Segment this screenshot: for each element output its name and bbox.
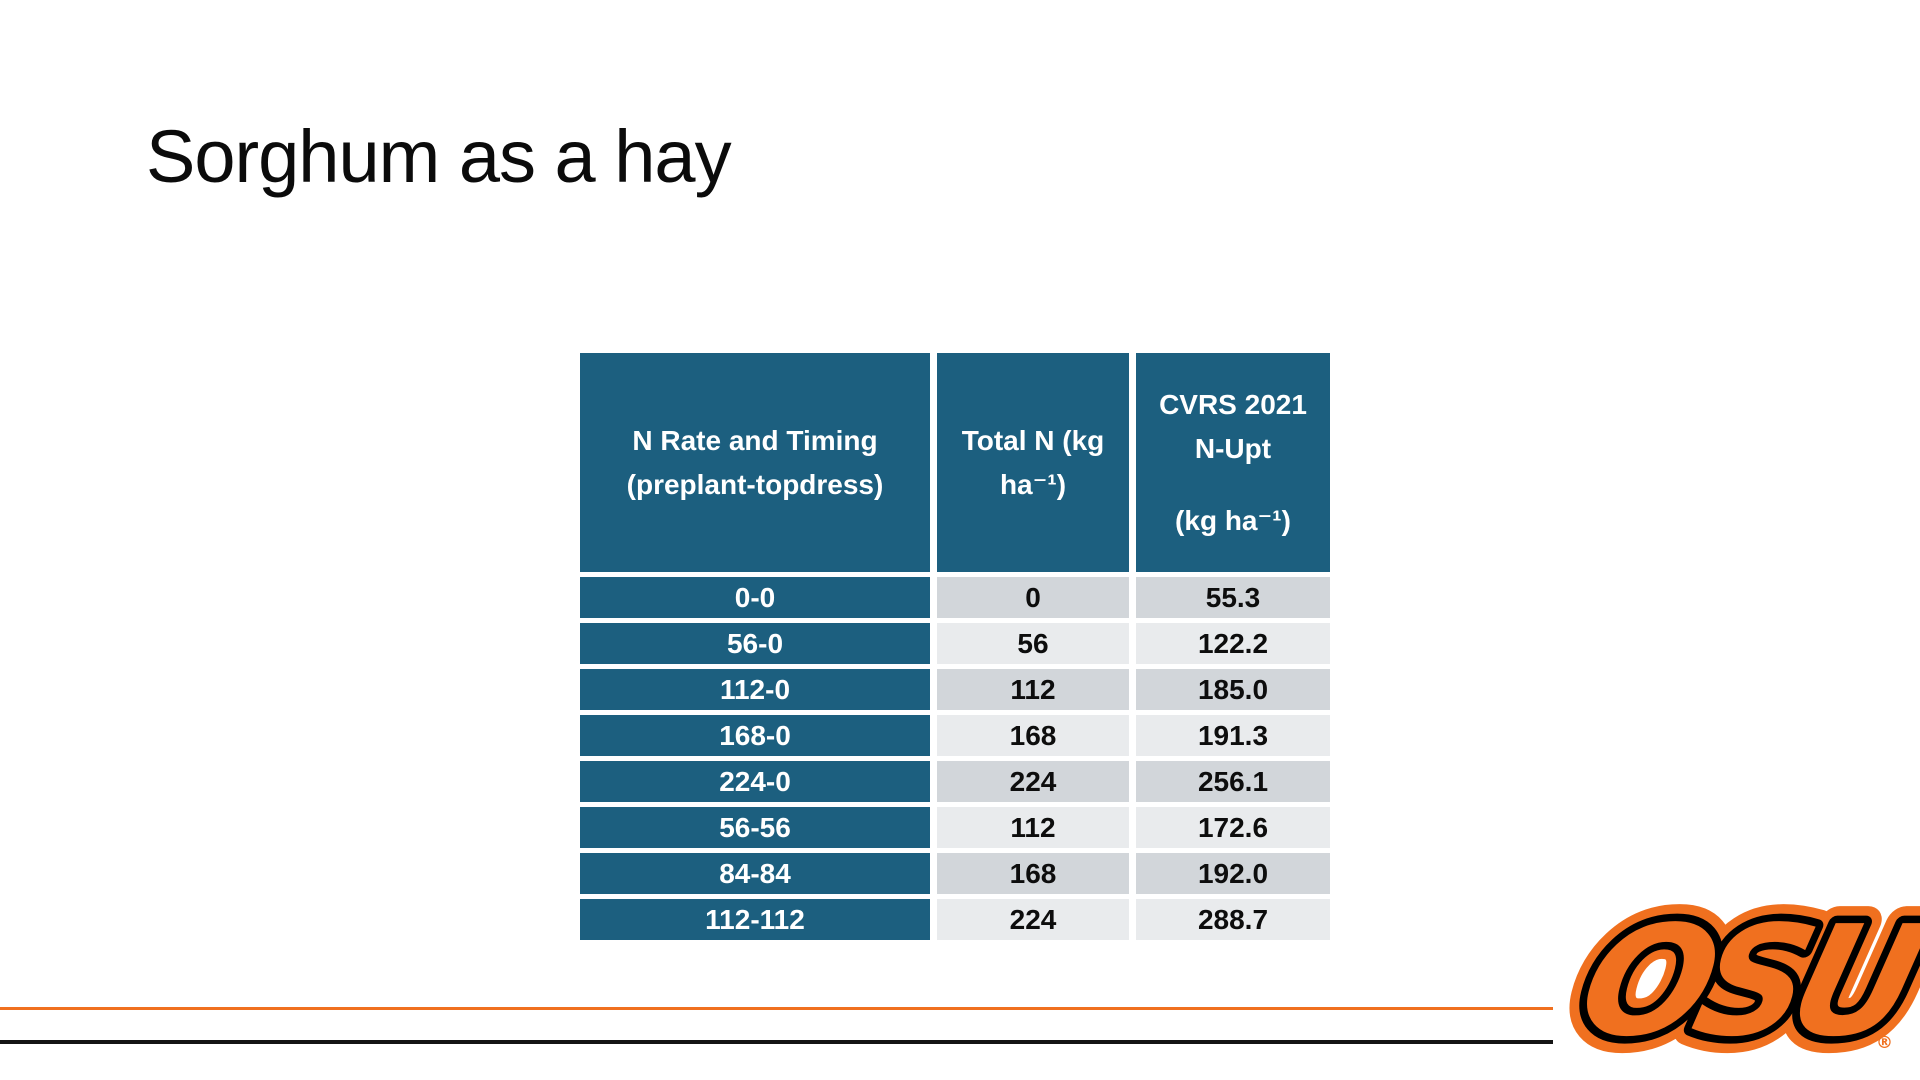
n-upt-cell: 172.6 bbox=[1136, 807, 1330, 848]
total-n-cell: 224 bbox=[937, 761, 1129, 802]
header-total-n: Total N (kg ha⁻¹) bbox=[937, 353, 1129, 572]
row-label-cell: 84-84 bbox=[580, 853, 930, 894]
nitrogen-rate-table: N Rate and Timing (preplant-topdress) To… bbox=[580, 353, 1330, 940]
total-n-cell: 0 bbox=[937, 577, 1129, 618]
header-cvrs-n-upt: CVRS 2021 N-Upt (kg ha⁻¹) bbox=[1136, 353, 1330, 572]
header-cvrs-line1: CVRS 2021 N-Upt bbox=[1159, 388, 1307, 464]
n-upt-cell: 122.2 bbox=[1136, 623, 1330, 664]
osu-logo-outer-ring: OSU bbox=[1568, 894, 1920, 1070]
total-n-cell: 168 bbox=[937, 853, 1129, 894]
n-upt-cell: 288.7 bbox=[1136, 899, 1330, 940]
header-cvrs-line2: (kg ha⁻¹) bbox=[1175, 504, 1291, 536]
total-n-cell: 168 bbox=[937, 715, 1129, 756]
n-upt-cell: 185.0 bbox=[1136, 669, 1330, 710]
header-n-rate-timing: N Rate and Timing (preplant-topdress) bbox=[580, 353, 930, 572]
footer-rule-orange bbox=[0, 1007, 1553, 1010]
n-upt-cell: 191.3 bbox=[1136, 715, 1330, 756]
row-label-cell: 56-0 bbox=[580, 623, 930, 664]
total-n-cell: 112 bbox=[937, 669, 1129, 710]
row-label-cell: 0-0 bbox=[580, 577, 930, 618]
row-label-cell: 224-0 bbox=[580, 761, 930, 802]
total-n-cell: 224 bbox=[937, 899, 1129, 940]
row-label-cell: 168-0 bbox=[580, 715, 930, 756]
total-n-cell: 56 bbox=[937, 623, 1129, 664]
registered-trademark-icon: ® bbox=[1876, 1033, 1893, 1053]
osu-logo: OSU OSU ® bbox=[1568, 877, 1920, 1080]
row-label-cell: 56-56 bbox=[580, 807, 930, 848]
slide-title: Sorghum as a hay bbox=[146, 115, 732, 198]
total-n-cell: 112 bbox=[937, 807, 1129, 848]
row-label-cell: 112-0 bbox=[580, 669, 930, 710]
row-label-cell: 112-112 bbox=[580, 899, 930, 940]
osu-logo-letters: OSU bbox=[1568, 894, 1920, 1070]
n-upt-cell: 55.3 bbox=[1136, 577, 1330, 618]
footer-rule-black bbox=[0, 1040, 1553, 1044]
n-upt-cell: 192.0 bbox=[1136, 853, 1330, 894]
n-upt-cell: 256.1 bbox=[1136, 761, 1330, 802]
